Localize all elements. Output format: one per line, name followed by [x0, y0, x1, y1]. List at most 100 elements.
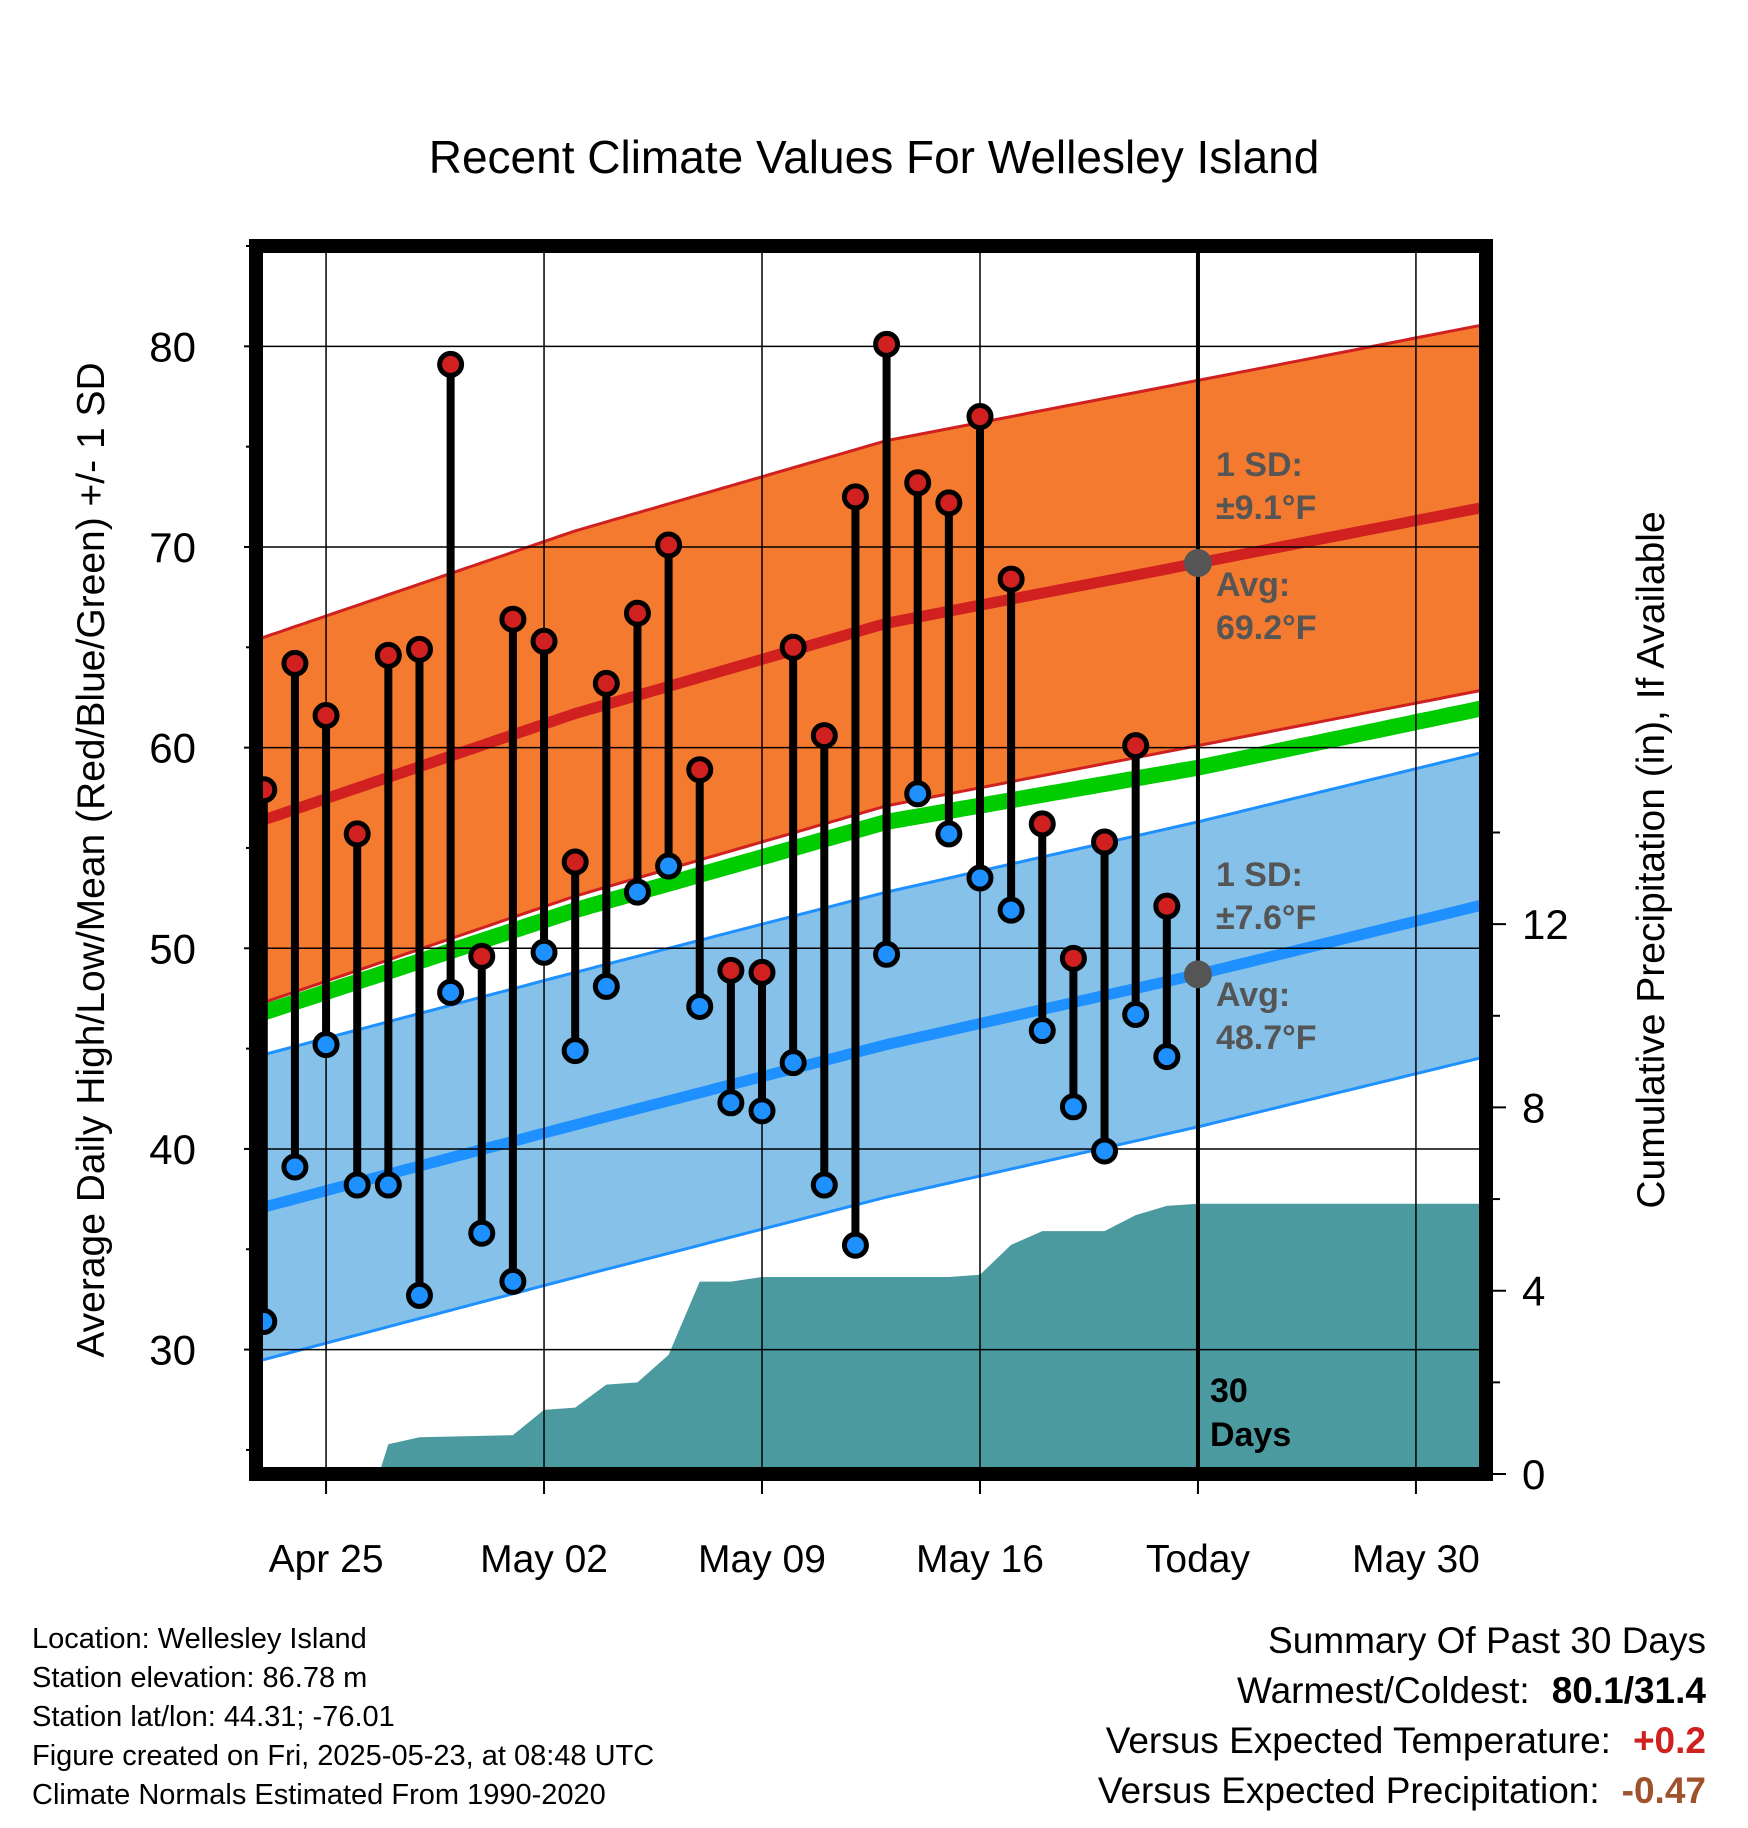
high-avg-label-line: 69.2°F: [1216, 609, 1317, 647]
high-sd-upper-line: [256, 322, 1486, 639]
warmest-label: Warmest/Coldest:: [1237, 1670, 1530, 1711]
high-sd-label-line: 1 SD:: [1216, 446, 1303, 484]
daily-high-point: [966, 403, 994, 431]
daily-low-point: [1028, 1017, 1056, 1045]
daily-low-point: [374, 1171, 402, 1199]
daily-high-point: [499, 605, 527, 633]
high-sd-lower-line: [256, 687, 1486, 1004]
daily-range-bars: [256, 330, 1181, 1335]
today-high-normal-dot: [1183, 549, 1212, 578]
daily-low-point: [686, 992, 714, 1020]
low-avg-label-line: 48.7°F: [1216, 1019, 1317, 1057]
y-tick-label: 70: [149, 524, 196, 571]
daily-low-point: [904, 780, 932, 808]
daily-high-point: [281, 649, 309, 677]
low-sd-upper-line: [256, 750, 1486, 1057]
daily-low-point: [561, 1037, 589, 1065]
y-tick-label: 60: [149, 725, 196, 772]
daily-low-point: [655, 852, 683, 880]
daily-high-point: [374, 641, 402, 669]
daily-high-point: [623, 599, 651, 627]
window-label-line: Days: [1210, 1416, 1291, 1454]
y2-tick-label: 4: [1522, 1268, 1545, 1315]
daily-high-point: [592, 669, 620, 697]
daily-low-point: [343, 1171, 371, 1199]
daily-low-point: [623, 878, 651, 906]
high-avg-label: Avg: 69.2°F: [1216, 566, 1317, 647]
summary-panel: Summary Of Past 30 Days Warmest/Coldest:…: [1098, 1616, 1706, 1816]
daily-high-point: [873, 330, 901, 358]
daily-low-point: [810, 1171, 838, 1199]
x-tick-label: May 09: [698, 1538, 826, 1581]
daily-high-point: [1122, 732, 1150, 760]
high-sd-label-line: ±9.1°F: [1216, 489, 1316, 527]
precipitation-area: [263, 1203, 1486, 1474]
daily-high-point: [841, 483, 869, 511]
daily-low-point: [530, 938, 558, 966]
daily-low-point: [312, 1031, 340, 1059]
daily-low-point: [779, 1049, 807, 1077]
daily-low-point: [437, 978, 465, 1006]
daily-low-point: [1091, 1137, 1119, 1165]
x-tick-label: May 02: [480, 1538, 608, 1581]
climate-chart: Recent Climate Values For Wellesley Isla…: [70, 131, 1673, 1581]
daily-high-point: [1059, 944, 1087, 972]
daily-low-point: [1122, 1001, 1150, 1029]
low-normal-line: [256, 898, 1486, 1213]
daily-high-point: [717, 956, 745, 984]
daily-high-point: [935, 489, 963, 517]
high-sd-band: [256, 324, 1486, 1003]
location-text: Location: Wellesley Island: [32, 1623, 367, 1655]
summary-warmest-row: Warmest/Coldest: 80.1/31.4: [1098, 1666, 1706, 1716]
summary-temp-row: Versus Expected Temperature: +0.2: [1098, 1716, 1706, 1766]
x-tick-label: May 16: [916, 1538, 1044, 1581]
created-text: Figure created on Fri, 2025-05-23, at 08…: [32, 1740, 655, 1772]
daily-high-point: [530, 627, 558, 655]
chart-title: Recent Climate Values For Wellesley Isla…: [429, 131, 1320, 183]
daily-high-point: [405, 635, 433, 663]
window-label-line: 30: [1210, 1372, 1248, 1410]
daily-low-point: [499, 1267, 527, 1295]
axes: 30 40 50 60 70 80 0 4 8 12 Apr 25 May 02 May 09 May 1…: [70, 245, 1673, 1581]
summary-title: Summary Of Past 30 Days: [1268, 1620, 1706, 1661]
daily-high-point: [1028, 810, 1056, 838]
daily-high-point: [312, 702, 340, 730]
y-tick-label: 40: [149, 1126, 196, 1173]
daily-high-point: [748, 958, 776, 986]
daily-high-point: [997, 565, 1025, 593]
daily-low-point: [1059, 1093, 1087, 1121]
low-avg-label-line: Avg:: [1216, 976, 1290, 1014]
daily-low-point: [1153, 1043, 1181, 1071]
daily-high-point: [561, 848, 589, 876]
daily-low-point: [873, 940, 901, 968]
low-sd-label-line: ±7.6°F: [1216, 899, 1316, 937]
window-label: 30 Days: [1210, 1372, 1291, 1454]
high-sd-label: 1 SD: ±9.1°F: [1216, 446, 1316, 527]
daily-high-point: [655, 531, 683, 559]
precip-value: -0.47: [1621, 1770, 1706, 1811]
daily-high-point: [1091, 828, 1119, 856]
low-sd-label-line: 1 SD:: [1216, 856, 1303, 894]
daily-high-point: [468, 942, 496, 970]
daily-low-point: [935, 820, 963, 848]
y-tick-label: 80: [149, 323, 196, 370]
x-tick-label: May 30: [1352, 1538, 1480, 1581]
y-tick-label: 30: [149, 1327, 196, 1374]
daily-low-point: [841, 1231, 869, 1259]
x-tick-label: Today: [1146, 1538, 1251, 1581]
daily-high-point: [810, 722, 838, 750]
precip-label: Versus Expected Precipitation:: [1097, 1770, 1600, 1811]
station-info: Location: Wellesley Island Station eleva…: [32, 1620, 654, 1815]
precipitation-fill: [263, 1203, 1486, 1474]
low-avg-label: Avg: 48.7°F: [1216, 976, 1317, 1057]
plot-border: [249, 239, 1493, 1481]
today-low-normal-dot: [1183, 960, 1212, 989]
daily-high-point: [686, 756, 714, 784]
daily-low-point: [468, 1219, 496, 1247]
daily-low-point: [997, 896, 1025, 924]
daily-high-point: [904, 469, 932, 497]
y2-tick-label: 0: [1522, 1451, 1545, 1498]
daily-high-point: [437, 350, 465, 378]
y2-axis-label: Cumulative Precipitation (in), If Availa…: [1630, 511, 1673, 1208]
low-sd-lower-line: [256, 1055, 1486, 1362]
